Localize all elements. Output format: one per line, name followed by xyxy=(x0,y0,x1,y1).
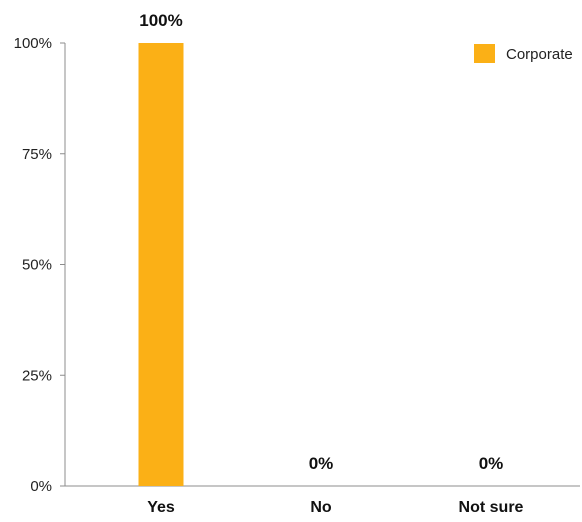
bar xyxy=(138,43,184,486)
y-axis: 0% 25% 50% 75% 100% xyxy=(14,35,66,495)
data-label: 100% xyxy=(139,11,182,30)
y-tick-label: 100% xyxy=(14,35,52,52)
y-tick-label: 0% xyxy=(30,478,52,495)
legend-swatch xyxy=(474,44,495,63)
data-label: 0% xyxy=(309,454,334,473)
y-tick-label: 75% xyxy=(22,146,52,163)
data-label: 0% xyxy=(479,454,504,473)
x-tick-label: Yes xyxy=(147,499,175,516)
data-labels: 100% 0% 0% xyxy=(139,11,503,473)
legend: Corporate xyxy=(474,44,573,63)
x-axis: Yes No Not sure xyxy=(65,485,580,516)
x-tick-label: Not sure xyxy=(459,499,524,516)
x-tick-label: No xyxy=(310,499,332,516)
y-tick-label: 50% xyxy=(22,257,52,274)
y-tick-label: 25% xyxy=(22,367,52,384)
bar-series-corporate xyxy=(138,43,184,486)
legend-label: Corporate xyxy=(506,46,573,63)
